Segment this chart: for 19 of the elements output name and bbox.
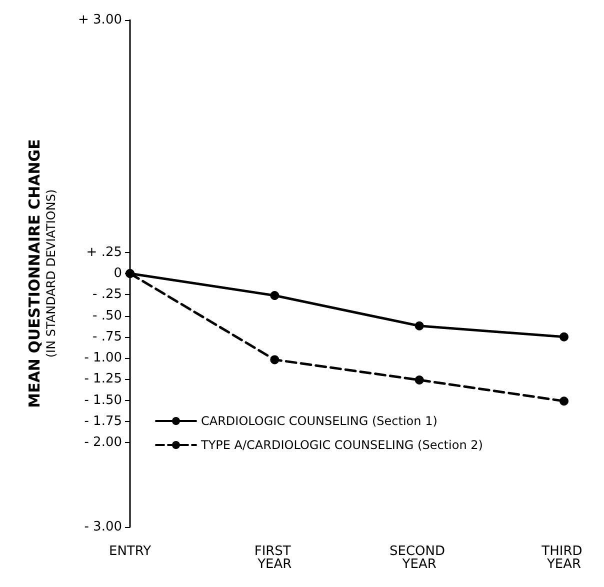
x-tick-label: FIRST YEAR xyxy=(254,544,296,572)
x-tick-label: ENTRY xyxy=(108,544,152,559)
y-tick-label: - 1.75 xyxy=(84,414,122,429)
y-tick-label: 0 xyxy=(114,266,122,281)
y-tick-label: - 3.00 xyxy=(84,520,122,534)
y-tick-label: - 1.00 xyxy=(84,350,122,366)
x-tick-label: THIRD YEAR xyxy=(540,544,586,572)
y-tick-label: - .75 xyxy=(92,329,122,344)
x-tick-label: SECOND YEAR xyxy=(390,544,450,572)
y-axis-title: MEAN QUESTIONNAIRE CHANGE (IN STANDARD DEVIATIONS) xyxy=(26,139,58,408)
legend-label: TYPE A/CARDIOLOGIC COUNSELING (Section 2) xyxy=(200,438,483,452)
y-tick-label: + 3.00 xyxy=(78,12,122,28)
y-tick-label: - 1.25 xyxy=(84,372,122,387)
legend-label: CARDIOLOGIC COUNSELING (Section 1) xyxy=(201,414,438,428)
y-tick-label: + .25 xyxy=(86,244,122,260)
y-tick-label: - .25 xyxy=(92,287,122,302)
y-tick-label: - .50 xyxy=(92,308,122,324)
y-tick-label: - 2.00 xyxy=(84,435,122,450)
y-tick-label: - 1.50 xyxy=(84,392,122,408)
